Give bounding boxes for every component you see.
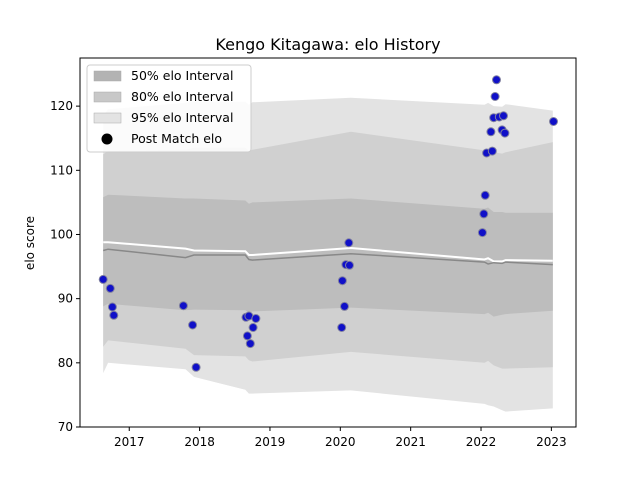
legend-swatch-1 (93, 91, 122, 103)
post-match-point-2 (107, 302, 117, 312)
mean-elo-line (103, 241, 553, 263)
legend: 50% elo Interval 80% elo Interval 95% elo … (86, 64, 252, 153)
y-tick-label-90: 90 (58, 292, 73, 306)
legend-marker-3 (101, 133, 113, 145)
post-match-point-5 (188, 320, 198, 330)
post-match-point-8 (242, 331, 252, 341)
chart-title: Kengo Kitagawa: elo History (215, 35, 440, 54)
legend-swatch-0 (93, 70, 122, 82)
y-axis-label: elo score (23, 216, 37, 270)
legend-swatch-2 (93, 112, 122, 124)
post-match-point-30 (499, 111, 508, 121)
plot-area: 2017 2018 2019 2020 2021 2022 2023 70 80 90 100 110… (50, 57, 577, 449)
x-tick-label-2017: 2017 (114, 435, 145, 449)
post-match-point-15 (340, 301, 349, 311)
post-match-point-26 (490, 92, 500, 101)
post-match-point-10 (245, 339, 255, 349)
y-tick-label-110: 110 (50, 163, 73, 177)
legend-label-0: 50% elo Interval (131, 68, 233, 83)
x-tick-label-2019: 2019 (255, 435, 286, 449)
post-match-point-27 (492, 75, 501, 85)
y-tick-label-120: 120 (50, 99, 73, 113)
median-elo-line (103, 248, 553, 266)
post-match-point-19 (477, 228, 487, 238)
x-tick-label-2020: 2020 (325, 435, 356, 449)
legend-label-1: 80% elo Interval (131, 89, 233, 104)
y-tick-label-80: 80 (58, 356, 73, 370)
legend-label-2: 95% elo Interval (131, 110, 233, 125)
y-tick-label-70: 70 (58, 420, 73, 434)
x-tick-label-2023: 2023 (536, 435, 567, 449)
post-match-point-23 (486, 127, 496, 137)
post-match-point-17 (344, 238, 354, 248)
post-match-point-21 (480, 190, 490, 200)
post-match-point-4 (178, 301, 188, 311)
y-tick-label-100: 100 (50, 227, 73, 241)
post-match-point-14 (337, 323, 347, 332)
post-match-point-3 (109, 310, 119, 320)
axes-frame (79, 57, 577, 428)
x-tick-label-2022: 2022 (466, 435, 497, 449)
legend-label-3: Post Match elo (131, 131, 222, 146)
x-tick-label-2021: 2021 (395, 435, 426, 449)
post-match-point-20 (479, 209, 489, 219)
legend-box (86, 64, 252, 153)
post-match-point-18 (345, 260, 354, 270)
post-match-point-6 (191, 362, 201, 372)
x-tick-label-2018: 2018 (184, 435, 215, 449)
post-match-point-24 (487, 146, 497, 156)
post-match-point-1 (105, 283, 115, 293)
post-match-point-13 (337, 276, 347, 286)
post-match-point-31 (500, 128, 510, 138)
post-match-point-0 (98, 274, 108, 284)
post-match-point-32 (549, 117, 558, 126)
post-match-point-11 (248, 323, 258, 332)
post-match-point-12 (251, 314, 261, 323)
